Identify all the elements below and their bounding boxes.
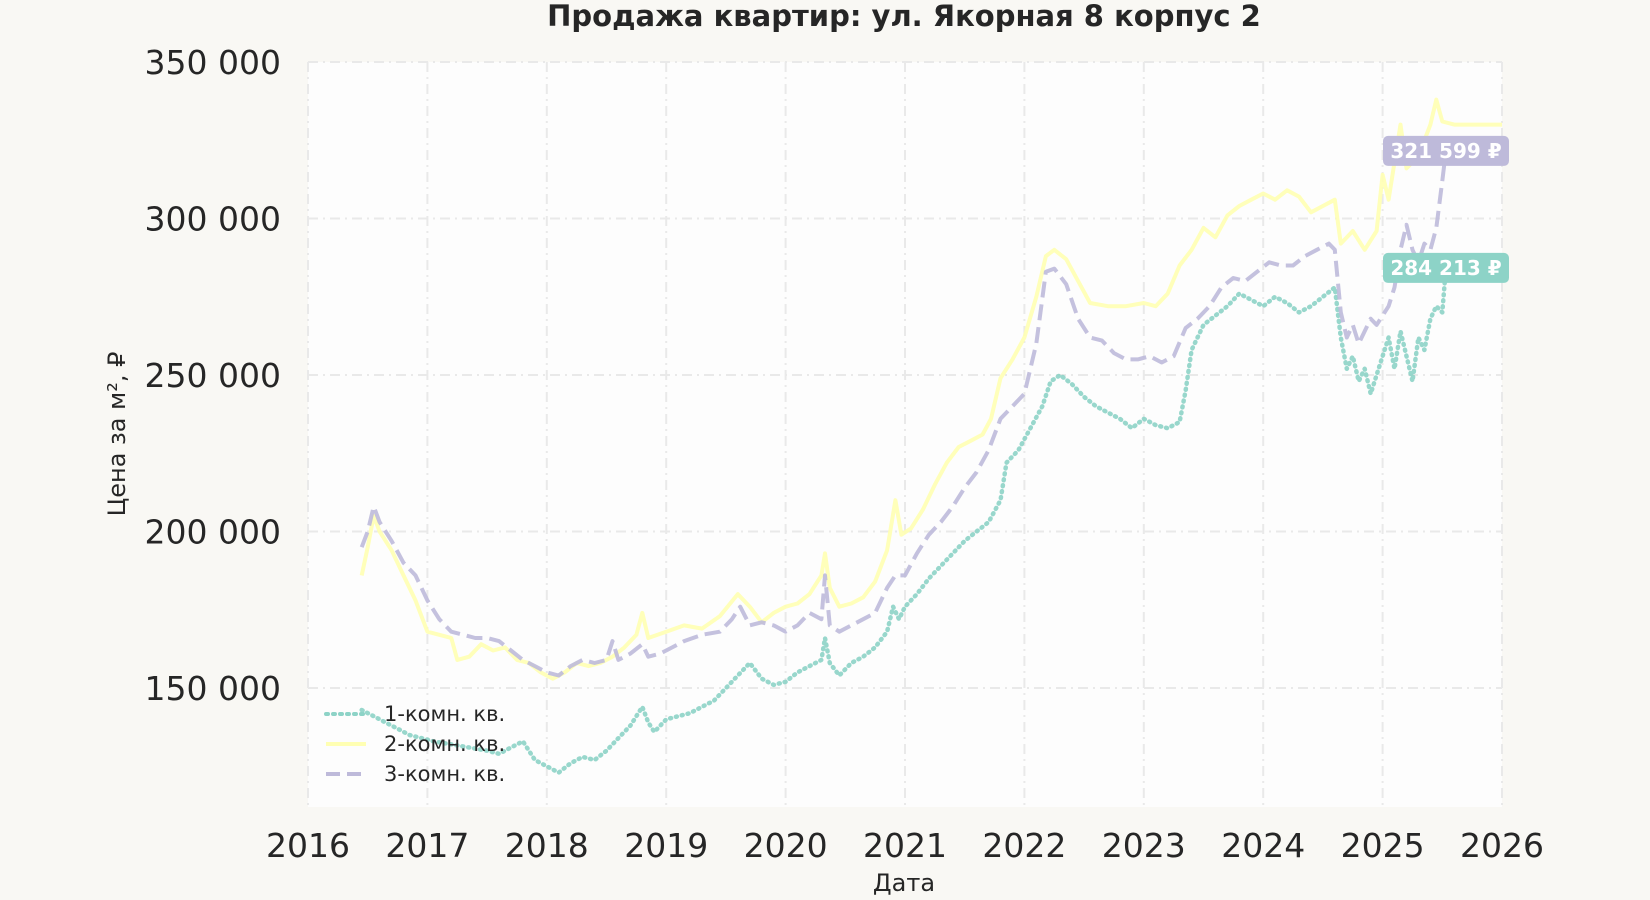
y-tick-label-4: 350 000 bbox=[145, 43, 281, 82]
end-label-text-3room: 321 599 ₽ bbox=[1390, 139, 1501, 163]
x-axis-ticks: 2016 2017 2018 2019 2020 2021 2022 2023 2024 2025… bbox=[266, 826, 1544, 865]
legend-label-3room: 3-комн. кв. bbox=[384, 762, 505, 786]
series-line-3room bbox=[359, 150, 1448, 678]
x-tick-label-2023: 2023 bbox=[1102, 826, 1186, 865]
end-label-3room: 321 599 ₽ bbox=[1383, 135, 1509, 166]
end-label-box-3room bbox=[1383, 135, 1509, 166]
legend-label-2room: 2-комн. кв. bbox=[384, 732, 505, 756]
end-label-box-1room bbox=[1383, 252, 1509, 283]
chart-title: Продажа квартир: ул. Якорная 8 корпус 2 bbox=[547, 0, 1261, 33]
y-tick-label-1: 200 000 bbox=[145, 513, 281, 552]
x-tick-label-2017: 2017 bbox=[385, 826, 469, 865]
x-tick-label-2018: 2018 bbox=[505, 826, 589, 865]
end-label-1room: 284 213 ₽ bbox=[1383, 252, 1509, 283]
series-layer bbox=[359, 97, 1502, 775]
x-tick-label-2021: 2021 bbox=[863, 826, 947, 865]
end-labels: 284 213 ₽ 321 599 ₽ bbox=[1383, 135, 1509, 283]
legend: 1-комн. кв. 2-комн. кв. 3-комн. кв. bbox=[324, 702, 505, 786]
x-tick-label-2025: 2025 bbox=[1341, 826, 1425, 865]
x-tick-label-2016: 2016 bbox=[266, 826, 350, 865]
end-label-text-1room: 284 213 ₽ bbox=[1390, 256, 1501, 280]
legend-label-1room: 1-комн. кв. bbox=[384, 702, 505, 726]
series-line-2room bbox=[359, 97, 1502, 681]
y-tick-label-3: 300 000 bbox=[145, 200, 281, 239]
series-line-1room bbox=[359, 265, 1449, 775]
x-tick-label-2022: 2022 bbox=[982, 826, 1066, 865]
x-axis-title: Дата bbox=[873, 869, 935, 897]
y-tick-label-0: 150 000 bbox=[145, 669, 281, 708]
y-tick-label-2: 250 000 bbox=[145, 356, 281, 395]
x-tick-label-2026: 2026 bbox=[1460, 826, 1544, 865]
x-tick-label-2019: 2019 bbox=[624, 826, 708, 865]
y-axis-ticks: 150 000 200 000 250 000 300 000 350 000 bbox=[145, 43, 281, 708]
x-tick-label-2024: 2024 bbox=[1221, 826, 1305, 865]
y-axis-title: Цена за м², ₽ bbox=[103, 352, 131, 517]
x-tick-label-2020: 2020 bbox=[744, 826, 828, 865]
